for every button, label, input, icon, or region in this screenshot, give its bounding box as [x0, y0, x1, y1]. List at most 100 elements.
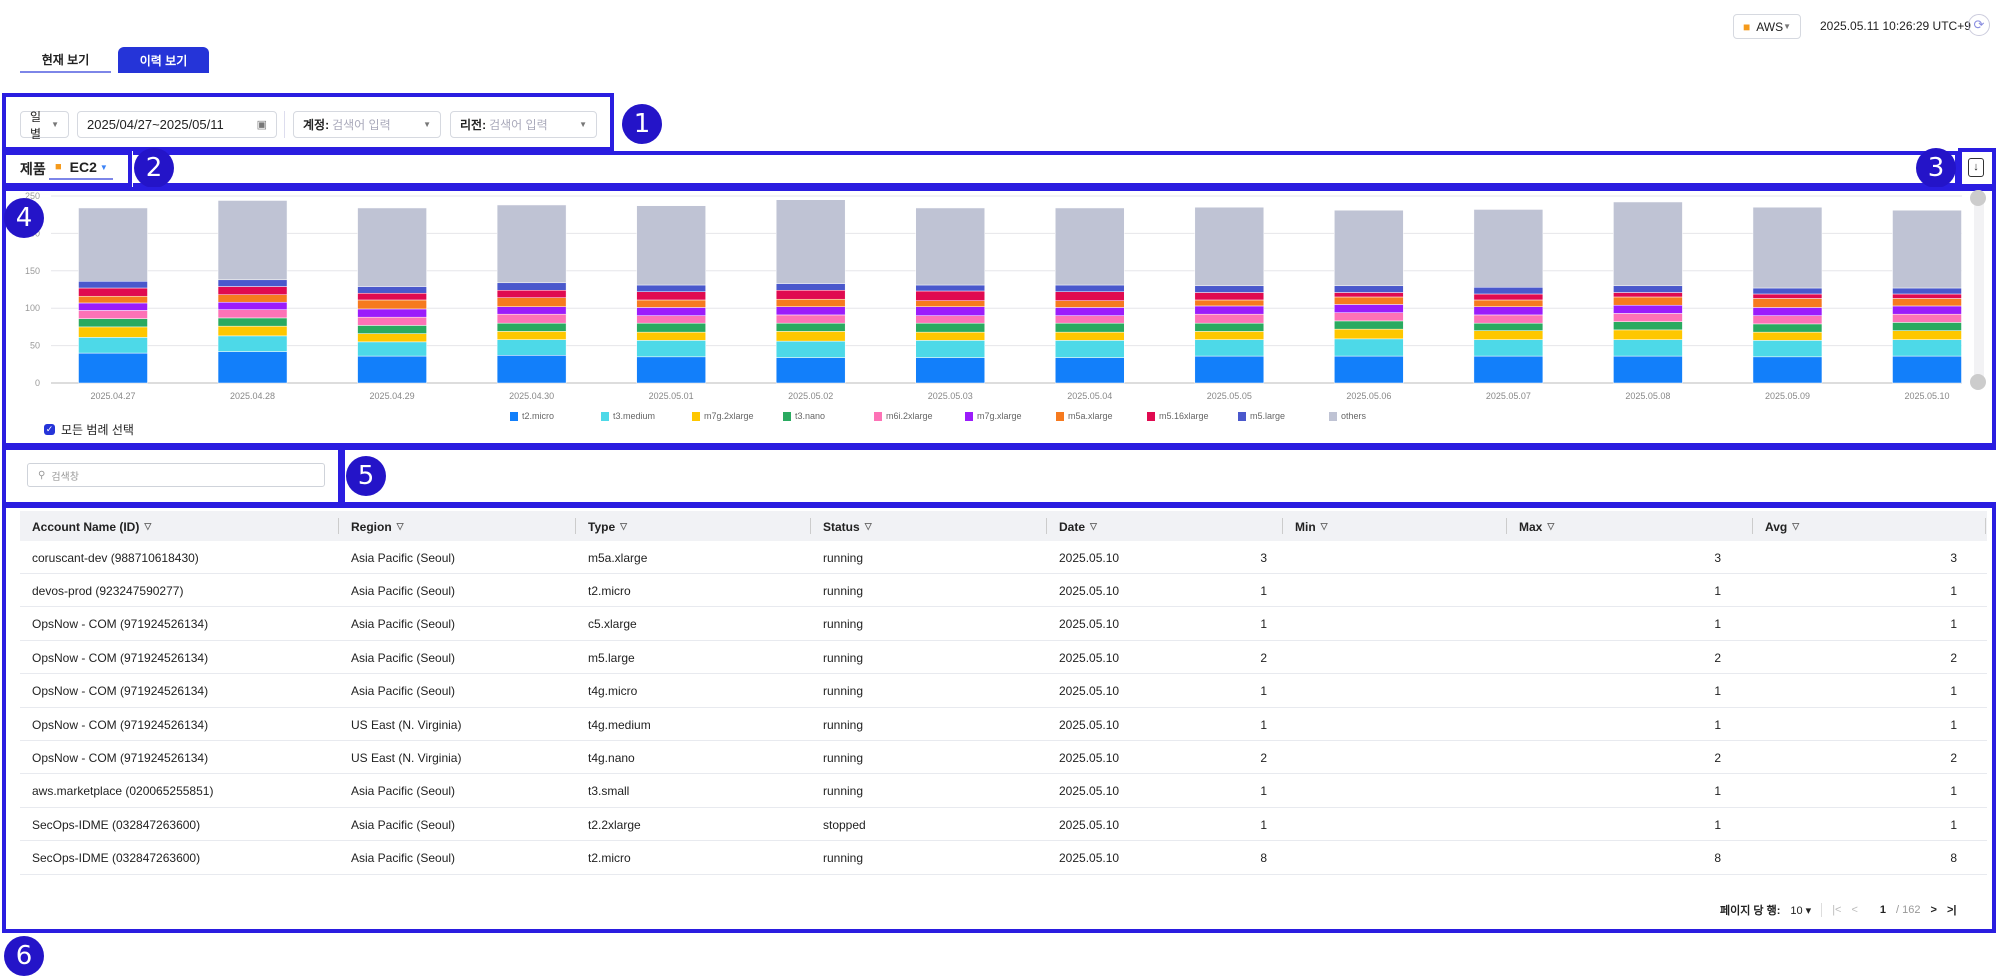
legend-label: m7g.xlarge	[977, 411, 1022, 421]
provider-select[interactable]: ■ AWS ▼	[1733, 14, 1801, 39]
table-row[interactable]: aws.marketplace (020065255851) Asia Pacif…	[20, 775, 1987, 808]
legend-item-m7g-xlarge[interactable]: m7g.xlarge	[965, 411, 1022, 421]
bar-segment-m5a-xlarge	[217, 294, 288, 303]
legend-item-t3-medium[interactable]: t3.medium	[601, 411, 655, 421]
next-page-icon[interactable]: >	[1930, 904, 1937, 916]
download-icon[interactable]: ↓	[1968, 158, 1984, 177]
table-row[interactable]: OpsNow - COM (971924526134) US East (N. V…	[20, 741, 1987, 775]
legend-item-m5-large[interactable]: m5.large	[1238, 411, 1285, 421]
prev-page-icon[interactable]: <	[1851, 904, 1858, 916]
rows-per-page-value: 10	[1790, 904, 1803, 917]
sort-icon[interactable]: ▽	[144, 521, 152, 531]
legend-item-m7g-2xlarge[interactable]: m7g.2xlarge	[692, 411, 754, 421]
chart-zoom-scrollbar[interactable]	[1974, 190, 1984, 386]
table-row[interactable]: SecOps-IDME (032847263600) Asia Pacific (…	[20, 808, 1987, 842]
bar-segment-others	[636, 205, 706, 286]
cell-avg: 1	[1950, 583, 1957, 598]
chevron-down-icon: ▼	[423, 120, 431, 129]
legend-item-m5-16xlarge[interactable]: m5.16xlarge	[1147, 411, 1209, 421]
annotation-box-toolbar	[133, 151, 1959, 187]
legend-swatch	[692, 411, 700, 421]
refresh-icon[interactable]: ⟳	[1968, 14, 1990, 36]
annotation-box-2	[2, 151, 132, 187]
column-divider[interactable]	[338, 518, 339, 534]
cell-region: US East (N. Virginia)	[351, 717, 462, 732]
y-tick-label: 50	[30, 341, 40, 351]
sort-icon[interactable]: ▽	[1547, 521, 1555, 531]
table-row[interactable]: OpsNow - COM (971924526134) Asia Pacific …	[20, 608, 1987, 641]
rows-per-page-select[interactable]: 10 ▾	[1790, 904, 1812, 917]
bar-segment-others	[775, 199, 846, 284]
bar-segment-m5a-xlarge	[1613, 296, 1683, 306]
column-header[interactable]: Type ▽	[588, 513, 627, 540]
calendar-icon: ▣	[256, 119, 267, 131]
column-header[interactable]: Date ▽	[1059, 513, 1097, 540]
product-select[interactable]: ■ EC2 ▼	[49, 156, 113, 180]
select-all-legend-checkbox[interactable]: ✓ 모든 범례 선택	[44, 421, 134, 438]
sort-icon[interactable]: ▽	[864, 521, 872, 531]
column-divider[interactable]	[1046, 518, 1047, 534]
bar-segment-m7g-2xlarge	[1892, 330, 1962, 340]
annotation-badge-4: 4	[4, 198, 44, 238]
first-page-icon[interactable]: |<	[1832, 904, 1842, 916]
zoom-handle-top[interactable]	[1970, 190, 1986, 206]
table-row[interactable]: OpsNow - COM (971924526134) US East (N. V…	[20, 708, 1987, 741]
bar-segment-m5-large	[496, 282, 567, 291]
period-select[interactable]: 일별 ▼	[20, 110, 69, 141]
account-select[interactable]: 계정: 검색어 입력 ▼	[293, 111, 441, 138]
column-divider[interactable]	[1985, 518, 1986, 534]
sort-icon[interactable]: ▽	[396, 521, 404, 531]
timestamp: 2025.05.11 10:26:29 UTC+9	[1820, 19, 1971, 33]
table-row[interactable]: SecOps-IDME (032847263600) Asia Pacific (…	[20, 842, 1987, 875]
column-header[interactable]: Min ▽	[1295, 513, 1328, 540]
bar-segment-t3-medium	[775, 340, 846, 358]
column-header[interactable]: Avg ▽	[1765, 513, 1799, 540]
current-page[interactable]: 1	[1879, 904, 1887, 916]
sort-icon[interactable]: ▽	[1792, 521, 1800, 531]
column-header-label: Date	[1059, 519, 1086, 534]
column-divider[interactable]	[575, 518, 576, 534]
y-tick-label: 150	[25, 266, 40, 276]
date-range-picker[interactable]: 2025/04/27~2025/05/11 ▣	[77, 111, 277, 138]
column-header[interactable]: Status ▽	[823, 513, 872, 540]
cell-date: 2025.05.10	[1059, 583, 1120, 598]
cell-max: 1	[1714, 717, 1721, 732]
bar-segment-t3-medium	[217, 335, 288, 352]
tab-current-view[interactable]: 현재 보기	[20, 47, 111, 73]
column-header[interactable]: Max ▽	[1519, 513, 1554, 540]
legend-swatch	[1329, 411, 1337, 421]
legend-item-t3-nano[interactable]: t3.nano	[783, 411, 825, 421]
legend-swatch	[874, 411, 882, 421]
legend-item-others[interactable]: others	[1329, 411, 1366, 421]
region-select[interactable]: 리전: 검색어 입력 ▼	[450, 111, 597, 138]
column-divider[interactable]	[1752, 518, 1753, 534]
column-divider[interactable]	[810, 518, 811, 534]
table-row[interactable]: OpsNow - COM (971924526134) Asia Pacific …	[20, 675, 1987, 708]
column-header[interactable]: Region ▽	[351, 513, 404, 540]
bar-segment-m5-16xlarge	[636, 291, 706, 301]
bar-segment-m5-large	[1613, 285, 1683, 293]
sort-icon[interactable]: ▽	[620, 521, 628, 531]
table-row[interactable]: devos-prod (923247590277) Asia Pacific (S…	[20, 574, 1987, 608]
zoom-handle-bottom[interactable]	[1970, 374, 1986, 390]
column-divider[interactable]	[1506, 518, 1507, 534]
column-header[interactable]: Account Name (ID) ▽	[32, 513, 151, 540]
column-divider[interactable]	[1282, 518, 1283, 534]
legend-item-m5a-xlarge[interactable]: m5a.xlarge	[1056, 411, 1113, 421]
last-page-icon[interactable]: >|	[1946, 904, 1957, 916]
cell-max: 1	[1714, 617, 1721, 632]
search-input[interactable]: ⚲ 검색창	[27, 463, 325, 487]
bar-segment-t3-nano	[915, 322, 985, 333]
tab-history-view[interactable]: 이력 보기	[118, 47, 209, 73]
table-row[interactable]: OpsNow - COM (971924526134) Asia Pacific …	[20, 641, 1987, 675]
legend-label: t3.medium	[613, 411, 656, 421]
annotation-badge-5: 5	[346, 456, 386, 496]
legend-item-m6i-2xlarge[interactable]: m6i.2xlarge	[874, 411, 933, 421]
legend-item-t2-micro[interactable]: t2.micro	[510, 411, 554, 421]
sort-icon[interactable]: ▽	[1320, 521, 1328, 531]
bar-segment-m5-16xlarge	[217, 286, 288, 295]
sort-icon[interactable]: ▽	[1090, 521, 1097, 531]
cell-min: 2	[1260, 650, 1267, 665]
bar-segment-t2-micro	[915, 357, 985, 384]
table-row[interactable]: coruscant-dev (988710618430) Asia Pacific…	[20, 541, 1987, 574]
